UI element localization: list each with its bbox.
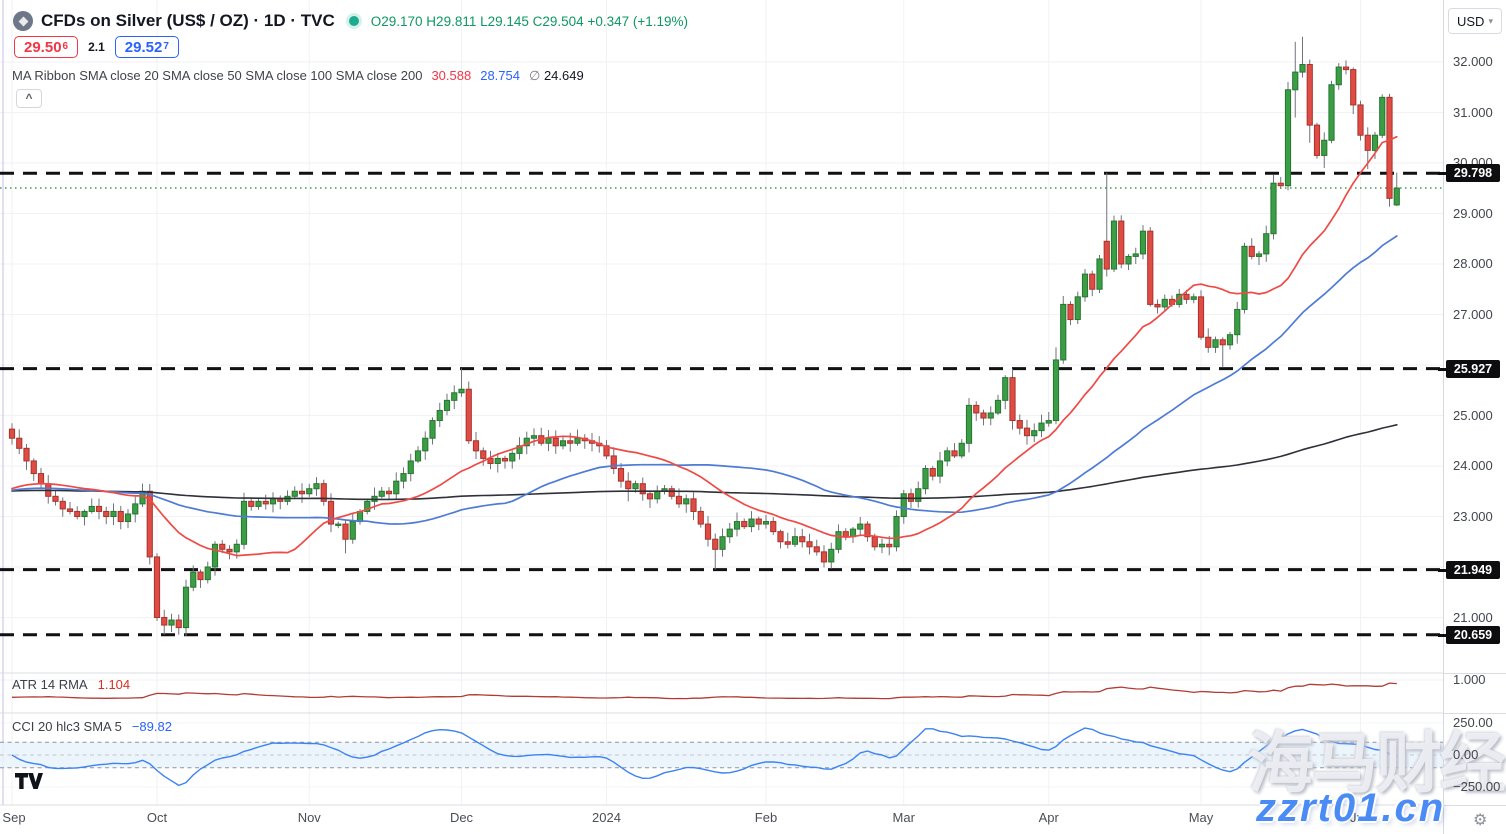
ma-fast-value: 30.588 [431, 68, 472, 83]
month-label: Nov [298, 810, 322, 825]
market-status-dot-icon [348, 16, 359, 26]
month-label: 2024 [592, 810, 621, 825]
watermark-url: zzrt01.cn [1256, 786, 1446, 830]
chevron-down-icon: ▾ [1488, 15, 1493, 26]
cci-tick-label: −250.00 [1453, 779, 1501, 794]
symbol-title[interactable]: CFDs on Silver (US$ / OZ) · 1D · TVC [41, 11, 335, 30]
price-tick-label: 29.000 [1453, 205, 1493, 221]
symbol-legend[interactable]: CFDs on Silver (US$ / OZ) · 1D · TVC O29… [13, 9, 688, 33]
month-label: Mar [893, 810, 916, 825]
cci-band [0, 741, 1443, 769]
month-label: Jun [1350, 810, 1371, 825]
axis-separator [1443, 805, 1506, 806]
sma-slow-line [11, 423, 1398, 501]
ohlc-values: O29.170 H29.811 L29.145 C29.504 +0.347 (… [370, 13, 689, 29]
price-tick-label: 32.000 [1453, 54, 1493, 69]
price-level-tag: 20.659 [1438, 625, 1500, 644]
price-axis[interactable]: USD ▾ ⚙ 32.000 31.000 30.000 29.000 28.000 27… [1438, 0, 1506, 834]
ma-ribbon-label: MA Ribbon SMA close 20 SMA close 50 SMA … [12, 68, 423, 83]
price-level-tag: 25.927 [1438, 359, 1500, 378]
buy-price-sup: 7 [163, 41, 169, 52]
price-tick-label: 27.000 [1453, 306, 1493, 322]
ma-avg-value: ∅ 24.649 [528, 67, 584, 83]
sell-price: 29.50 [24, 38, 62, 56]
atr-value: 1.104 [97, 677, 131, 692]
grid [0, 0, 1443, 805]
atr-pane [11, 682, 1397, 700]
month-label: Apr [1039, 810, 1060, 825]
buy-price: 29.52 [124, 38, 163, 56]
month-label: Feb [755, 810, 777, 825]
price-tick-label: 31.000 [1453, 104, 1493, 120]
month-label: Dec [450, 810, 474, 825]
sma-20-line [11, 135, 1398, 557]
price-tick-label: 28.000 [1453, 256, 1493, 271]
buy-button[interactable]: 29.52 7 [114, 36, 179, 58]
level-lines [0, 171, 1443, 637]
price-axis-background[interactable] [1443, 0, 1506, 834]
watermark-cjk: 海马财经 [1248, 726, 1506, 800]
sma-50-line [11, 235, 1398, 525]
trade-panel: 29.50 6 2.1 29.52 7 [14, 35, 179, 59]
price-tick-label: 23.000 [1453, 508, 1493, 524]
tradingview-logo[interactable] [14, 771, 44, 796]
price-tick-label: 21.000 [1453, 609, 1493, 625]
spread-value: 2.1 [88, 40, 105, 54]
atr-tick-label: 1.000 [1453, 672, 1486, 687]
chart-area[interactable]: Sep Oct Nov Dec 2024 Feb Mar Apr May Jun [0, 0, 1444, 834]
cci-label: CCI 20 hlc3 SMA 5 [12, 719, 122, 734]
currency-dropdown[interactable]: USD ▾ [1448, 8, 1502, 34]
month-label: May [1189, 810, 1214, 825]
month-label: Sep [2, 810, 25, 825]
atr-legend[interactable]: ATR 14 RMA 1.104 [12, 677, 130, 692]
candlestick-series [8, 36, 1400, 637]
time-axis[interactable]: Sep Oct Nov Dec 2024 Feb Mar Apr May Jun [2, 810, 1371, 825]
axis-separator [1443, 713, 1506, 714]
currency-label: USD [1457, 13, 1485, 29]
settings-gear-icon[interactable]: ⚙ [1473, 812, 1488, 829]
month-label: Oct [147, 810, 168, 825]
cci-tick-label: 250.00 [1453, 715, 1493, 730]
axis-separator [1443, 673, 1506, 674]
ma-mid-value: 28.754 [480, 68, 520, 83]
cci-legend[interactable]: CCI 20 hlc3 SMA 5 −89.82 [12, 719, 172, 734]
collapse-legend-button[interactable]: ^ [16, 89, 42, 108]
symbol-logo-icon [13, 11, 33, 31]
sell-price-sup: 6 [62, 41, 69, 52]
pane-separators [0, 672, 1443, 806]
sell-button[interactable]: 29.50 6 [14, 36, 79, 58]
cci-pane [11, 727, 1398, 787]
atr-label: ATR 14 RMA [12, 677, 88, 692]
ma-ribbon-legend[interactable]: MA Ribbon SMA close 20 SMA close 50 SMA … [12, 67, 584, 84]
cci-value: −89.82 [131, 719, 172, 734]
price-level-tag: 21.949 [1438, 560, 1500, 579]
price-tick-label: 25.000 [1453, 407, 1493, 423]
price-level-tag: 29.798 [1438, 164, 1500, 183]
cci-tick-label: 0.00 [1453, 747, 1479, 762]
price-tick-label: 24.000 [1453, 458, 1493, 473]
